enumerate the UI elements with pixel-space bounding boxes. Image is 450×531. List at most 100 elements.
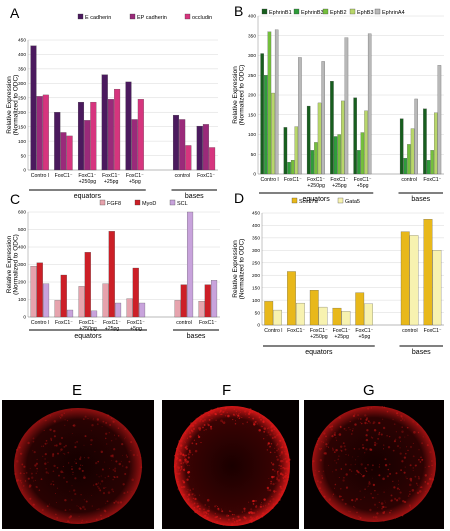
y-axis-label: (Normalized to ODC): [239, 239, 246, 300]
bar: [264, 75, 268, 175]
bar: [321, 61, 325, 175]
bar: [77, 101, 85, 171]
bar: [409, 235, 419, 326]
x-tick-label: FoxC1⁻: [103, 320, 121, 326]
legend-label: SCL: [177, 201, 188, 207]
x-tick-label: FoxC1⁻: [197, 173, 215, 179]
bar: [60, 274, 67, 318]
y-tick-label: 0: [253, 172, 256, 178]
x-tick-label: FoxC1⁻: [424, 328, 442, 334]
micrograph-label-g: G: [363, 382, 375, 399]
x-tick-label: +250pg: [79, 179, 97, 185]
bar: [367, 33, 372, 175]
legend-label: EphrinB3: [301, 10, 324, 16]
x-tick-label: FoxC1⁻: [287, 328, 305, 334]
bar: [423, 108, 427, 175]
y-tick-label: 250: [18, 95, 26, 101]
y-tick-label: 400: [18, 52, 26, 58]
micrograph-g: [304, 400, 444, 529]
y-tick-label: 150: [18, 124, 26, 130]
y-tick-label: 350: [248, 33, 256, 39]
x-tick-label: FoxC1⁻: [199, 320, 217, 326]
bar: [90, 310, 98, 318]
bar: [179, 119, 186, 171]
y-tick-label: 0: [257, 323, 260, 329]
legend-swatch: [184, 13, 191, 20]
x-tick-label: FoxC1⁻: [423, 177, 441, 183]
x-tick-label: Contro l: [31, 173, 49, 179]
bar: [310, 150, 315, 175]
x-tick-label: control: [176, 320, 192, 326]
bar: [344, 37, 349, 175]
legend-swatch: [291, 197, 298, 204]
legend-label: E cadherin: [85, 15, 111, 21]
bar: [360, 132, 365, 175]
y-tick-label: 100: [248, 132, 256, 138]
x-tick-label: +5pg: [130, 326, 142, 332]
legend-swatch: [349, 8, 356, 15]
y-axis-label: Relative Expression: [232, 66, 239, 124]
bar: [287, 162, 291, 175]
bar: [78, 286, 85, 318]
bar: [273, 309, 282, 326]
legend-swatch: [134, 199, 141, 206]
bar: [287, 271, 296, 326]
y-tick-label: 250: [248, 73, 256, 79]
bar: [432, 250, 442, 326]
x-tick-label: +25pg: [104, 179, 119, 185]
legend-swatch: [337, 197, 344, 204]
bar: [114, 302, 122, 318]
bar: [274, 29, 279, 175]
group-bracket-label: equators: [303, 196, 331, 203]
y-tick-label: 300: [248, 53, 256, 59]
micrograph-label-f: F: [222, 382, 232, 399]
y-axis-label: Relative Expression: [232, 240, 239, 298]
y-tick-label: 300: [252, 248, 260, 254]
y-tick-label: 150: [252, 285, 260, 291]
bar: [267, 31, 272, 175]
x-tick-label: FoxC1⁻: [126, 173, 144, 179]
x-tick-label: +5pg: [357, 183, 369, 189]
panel-letter: D: [234, 190, 244, 206]
y-tick-label: 200: [18, 280, 26, 286]
bar: [306, 105, 311, 175]
group-bracket-label: bases: [187, 333, 206, 340]
bar: [332, 307, 342, 326]
bar: [333, 136, 338, 175]
bar: [364, 303, 373, 326]
y-tick-label: 500: [18, 227, 26, 233]
legend-label: Gata5: [345, 199, 360, 205]
legend-swatch: [293, 8, 300, 15]
x-tick-label: FoxC1⁻: [310, 328, 328, 334]
bar: [42, 94, 49, 171]
legend-swatch: [99, 199, 106, 206]
micrograph-e: [2, 400, 154, 529]
x-tick-label: +250pg: [310, 334, 328, 340]
micrograph-image: [14, 408, 143, 524]
bar: [54, 300, 61, 318]
y-tick-label: 300: [18, 81, 26, 87]
x-tick-label: +5pg: [359, 334, 371, 340]
legend-label: Sox17a: [299, 199, 319, 205]
y-tick-label: 600: [18, 210, 26, 216]
bar: [309, 290, 319, 326]
bar: [330, 81, 334, 175]
bar: [174, 300, 181, 318]
x-tick-label: FoxC1⁻: [79, 320, 97, 326]
legend-swatch: [77, 13, 84, 20]
panel-a: A E cadherin EP cadherin occludin 0 50 100 150 2…: [6, 5, 218, 200]
x-tick-label: FoxC1⁻: [330, 177, 348, 183]
bar: [66, 135, 73, 171]
x-tick-label: FoxC1⁻: [55, 320, 73, 326]
bar: [36, 96, 43, 171]
bar: [437, 65, 442, 175]
bar: [341, 100, 345, 175]
legend-label: FGF8: [107, 201, 121, 207]
panel-letter: A: [10, 5, 20, 21]
y-tick-label: 350: [252, 236, 260, 242]
bar: [260, 53, 264, 175]
y-axis-label: Relative Expression: [6, 76, 13, 134]
bar: [186, 211, 194, 318]
panel-letter: C: [10, 191, 20, 207]
